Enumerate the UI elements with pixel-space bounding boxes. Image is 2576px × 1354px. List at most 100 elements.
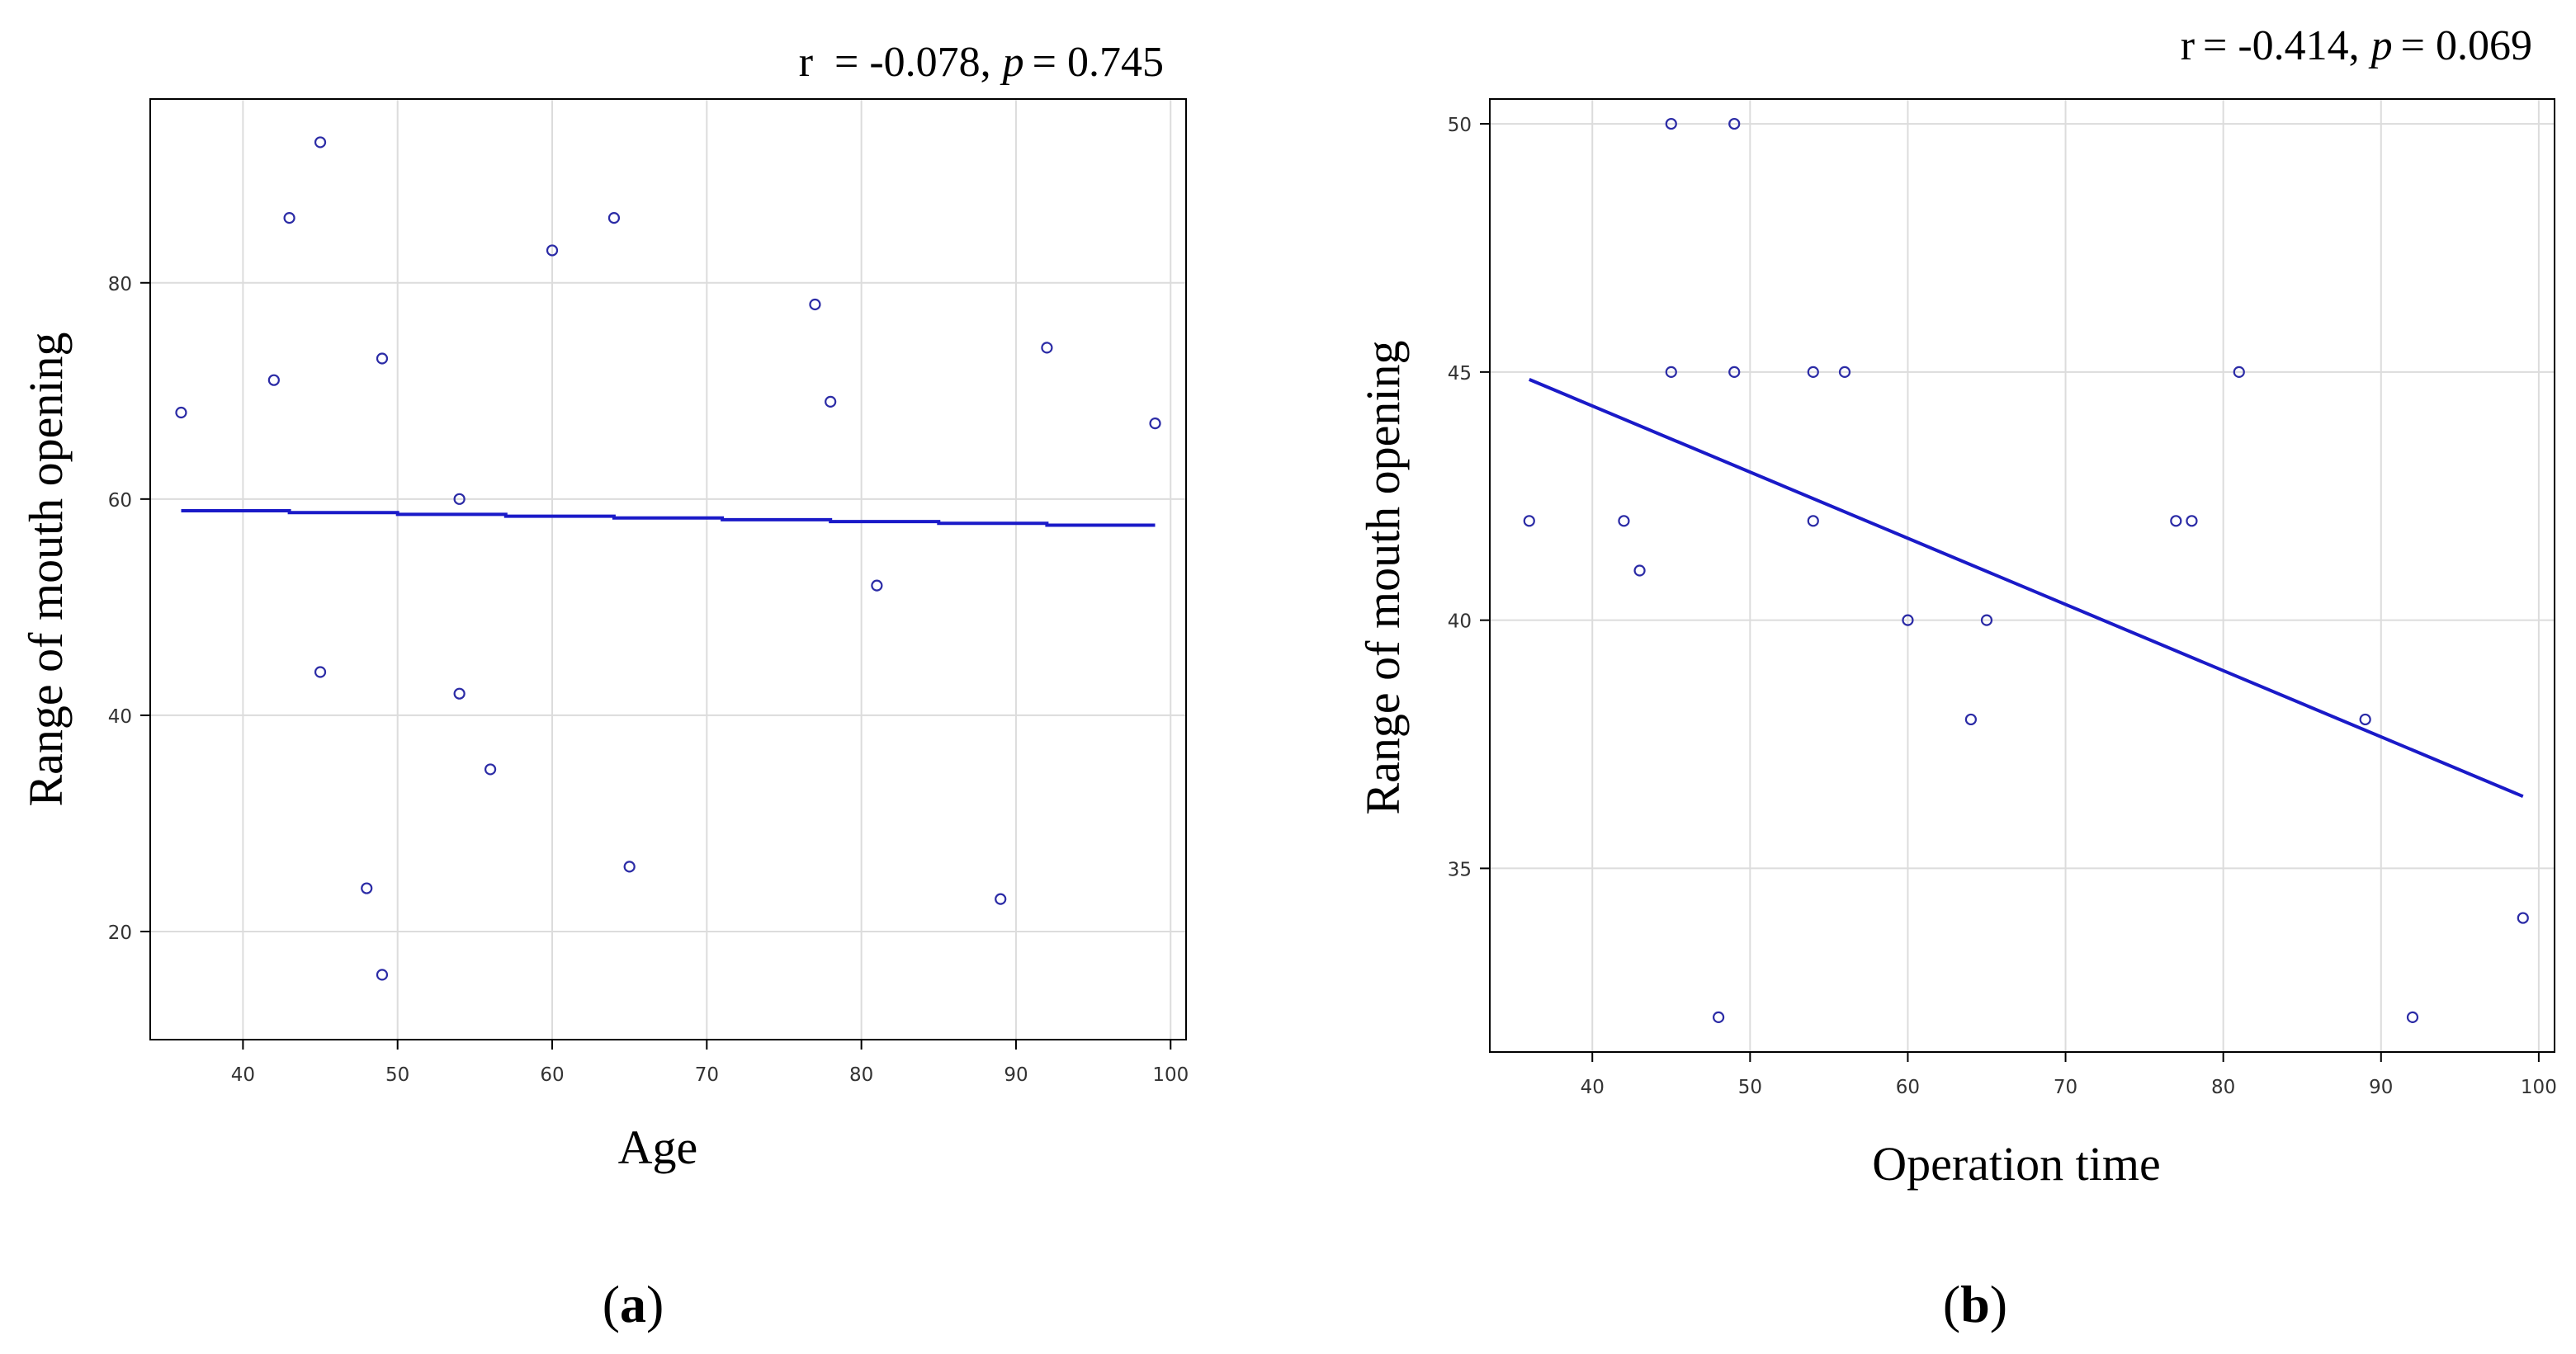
b-y-tick-label-45: 45 — [1448, 363, 1472, 384]
panel-a-r-label: r — [799, 39, 813, 86]
a-data-point-1 — [175, 406, 187, 419]
a-fit-line — [181, 509, 1156, 527]
b-data-point-1 — [1523, 515, 1535, 527]
panel-b-r-value: = -0.414, — [2203, 22, 2360, 69]
panel-b-points — [1523, 117, 2529, 1023]
a-x-tick-label-100: 100 — [1152, 1064, 1189, 1086]
a-x-tick-label-80: 80 — [849, 1064, 873, 1086]
b-x-tick-label-40: 40 — [1581, 1077, 1605, 1098]
a-data-point-16 — [825, 395, 837, 408]
panel-a-p-label: p — [1000, 39, 1024, 86]
panel-b-grid — [1490, 99, 2555, 1052]
panel-b-caption-letter: b — [1960, 1275, 1990, 1333]
a-y-tick-label-40: 40 — [108, 706, 132, 728]
b-data-point-4 — [1665, 117, 1677, 130]
b-x-tick-label-90: 90 — [2369, 1077, 2393, 1098]
a-y-tick-label-60: 60 — [108, 490, 132, 512]
panel-b-r-label: r — [2181, 22, 2195, 69]
a-data-point-4 — [314, 136, 327, 149]
b-data-point-17 — [2233, 366, 2245, 378]
panel-b-caption-close: ) — [1990, 1275, 2007, 1333]
panel-a-x-axis-label: Age — [618, 1120, 698, 1174]
b-y-tick-label-35: 35 — [1448, 859, 1472, 880]
b-data-point-9 — [1807, 366, 1819, 378]
b-data-point-6 — [1713, 1011, 1725, 1023]
b-data-point-11 — [1838, 366, 1851, 378]
a-data-point-2 — [267, 374, 280, 386]
panel-a-stat-annotation: r = -0.078, p = 0.745 — [799, 39, 1164, 86]
a-data-point-11 — [484, 763, 497, 776]
a-data-point-7 — [376, 352, 389, 365]
a-data-point-17 — [871, 579, 883, 592]
b-data-point-10 — [1807, 515, 1819, 527]
b-x-tick-label-50: 50 — [1738, 1077, 1762, 1098]
panel-b-y-axis-label: Range of mouth opening — [1356, 340, 1410, 814]
b-x-tick-label-80: 80 — [2211, 1077, 2235, 1098]
panel-b-x-ticks: 40 50 60 70 80 90 100 — [1581, 1052, 2557, 1098]
panel-b-stat-annotation: r = -0.414, p = 0.069 — [2181, 22, 2532, 69]
panel-a: 40 50 60 70 80 90 100 20 40 60 80 Age Range of mo… — [19, 39, 1189, 1333]
panel-a-p-value: = 0.745 — [1033, 39, 1164, 86]
b-x-tick-label-70: 70 — [2054, 1077, 2077, 1098]
panel-a-caption-letter: a — [620, 1275, 646, 1333]
panel-b-y-ticks: 35 40 45 50 — [1448, 115, 1490, 880]
b-fit-line — [1529, 378, 2524, 799]
b-data-point-5 — [1665, 366, 1677, 378]
a-data-point-13 — [607, 212, 621, 224]
a-data-point-20 — [1149, 418, 1161, 430]
b-data-point-19 — [2406, 1011, 2419, 1023]
panel-a-r-value: = -0.078, — [834, 39, 991, 86]
a-data-point-9 — [453, 493, 466, 505]
a-data-point-15 — [809, 298, 821, 311]
b-data-point-7 — [1728, 117, 1741, 130]
panel-a-y-axis-label: Range of mouth opening — [19, 332, 73, 806]
a-data-point-12 — [546, 244, 559, 257]
a-x-tick-label-60: 60 — [540, 1064, 564, 1086]
a-x-tick-label-90: 90 — [1004, 1064, 1028, 1086]
a-x-tick-label-40: 40 — [231, 1064, 255, 1086]
a-data-point-5 — [314, 666, 327, 678]
panel-a-caption-open: ( — [603, 1275, 620, 1333]
panel-b-p-value: = 0.069 — [2401, 22, 2532, 69]
panel-a-grid — [150, 99, 1186, 1040]
a-x-tick-label-50: 50 — [385, 1064, 409, 1086]
b-data-point-14 — [1980, 614, 1993, 626]
a-data-point-19 — [1041, 342, 1053, 354]
b-data-point-8 — [1728, 366, 1741, 378]
b-data-point-12 — [1902, 614, 1914, 626]
a-data-point-18 — [995, 893, 1007, 905]
b-data-point-15 — [2170, 515, 2182, 527]
panel-a-x-ticks: 40 50 60 70 80 90 100 — [231, 1040, 1189, 1086]
panel-a-y-ticks: 20 40 60 80 — [108, 274, 150, 944]
a-data-point-3 — [283, 212, 295, 224]
a-data-point-8 — [376, 969, 389, 981]
b-x-tick-label-100: 100 — [2521, 1077, 2557, 1098]
b-x-tick-label-60: 60 — [1896, 1077, 1920, 1098]
a-x-tick-label-70: 70 — [695, 1064, 719, 1086]
b-data-point-18 — [2359, 713, 2371, 726]
a-data-point-6 — [361, 882, 373, 894]
panel-b-x-axis-label: Operation time — [1872, 1137, 2161, 1191]
b-y-tick-label-50: 50 — [1448, 115, 1472, 136]
b-data-point-2 — [1618, 515, 1630, 527]
panel-b-fit-line-group — [1529, 378, 2524, 799]
b-data-point-16 — [2186, 515, 2198, 527]
panel-b-plot-frame — [1489, 98, 2555, 1053]
a-y-tick-label-20: 20 — [108, 922, 132, 944]
panel-b-p-label: p — [2368, 22, 2393, 69]
a-y-tick-label-80: 80 — [108, 274, 132, 295]
b-data-point-3 — [1633, 564, 1646, 577]
panel-a-caption: (a) — [603, 1275, 664, 1333]
panel-a-caption-close: ) — [646, 1275, 664, 1333]
b-data-point-20 — [2517, 912, 2529, 924]
a-data-point-10 — [453, 687, 466, 700]
b-data-point-13 — [1964, 713, 1977, 726]
panel-a-points — [175, 136, 1161, 981]
panel-b-caption-open: ( — [1943, 1275, 1960, 1333]
panel-a-plot-frame — [149, 98, 1187, 1040]
a-data-point-14 — [623, 861, 636, 873]
panel-b-caption: (b) — [1943, 1275, 2007, 1333]
